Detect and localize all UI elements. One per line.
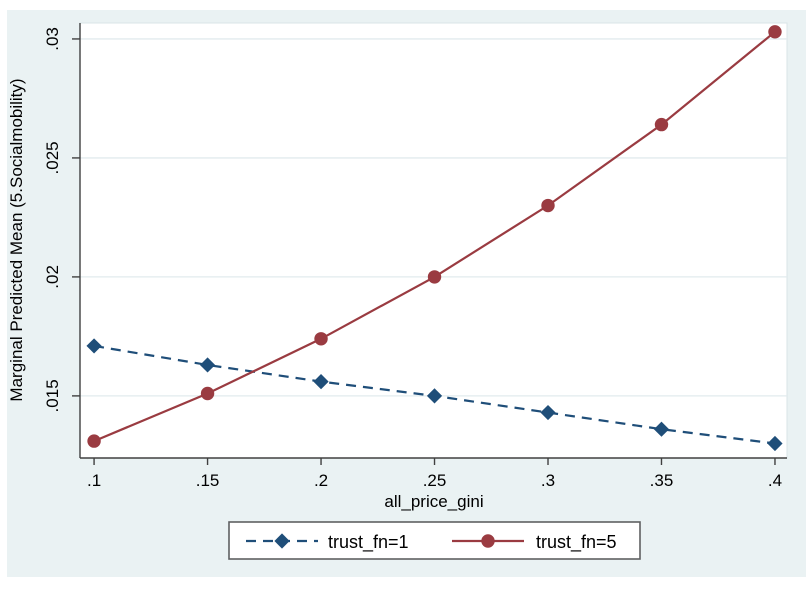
legend-samples-group [246,533,524,549]
x-tick-label: .3 [541,471,555,490]
x-tick-label: .2 [314,471,328,490]
legend-label-trust-fn-5: trust_fn=5 [536,532,617,553]
y-tick-label: .015 [43,379,62,412]
legend-label-trust-fn-1: trust_fn=1 [328,532,409,553]
x-axis-label: all_price_gini [384,492,483,511]
y-ticks-group: .015 .02 .025 .03 [43,27,80,412]
data-point-diamond [86,338,102,354]
data-point-circle [314,332,328,346]
data-point-circle [200,386,215,401]
data-point-diamond [199,357,216,373]
x-tick-label: .35 [650,471,674,490]
data-point-diamond [426,388,443,404]
x-tick-label: .15 [196,471,220,490]
data-point-circle [87,434,101,448]
x-tick-label: .25 [423,471,447,490]
data-point-diamond [767,435,783,452]
plot-area [79,22,788,459]
series-trust_fn=1 [86,338,783,452]
data-point-circle [768,25,782,39]
x-tick-label: .1 [87,471,101,490]
series-group [86,25,783,452]
x-tick-label: .4 [768,471,782,490]
data-point-diamond [313,374,329,390]
y-axis-label: Marginal Predicted Mean (5.Socialmobilit… [7,78,26,401]
data-point-circle [541,198,555,213]
data-point-diamond [653,421,670,437]
y-tick-label: .03 [43,27,62,51]
legend-sample-diamond [274,533,290,549]
legend: trust_fn=1 trust_fn=5 [228,521,641,560]
legend-sample-circle [481,534,495,548]
x-ticks-group: .1 .15 .2 .25 .3 .35 .4 [87,458,782,490]
y-tick-label: .02 [43,265,62,289]
data-point-diamond [540,404,556,421]
series-trust_fn=5 [87,25,782,448]
data-point-circle [654,117,669,132]
y-tick-label: .025 [43,141,62,174]
data-point-circle [427,270,442,284]
